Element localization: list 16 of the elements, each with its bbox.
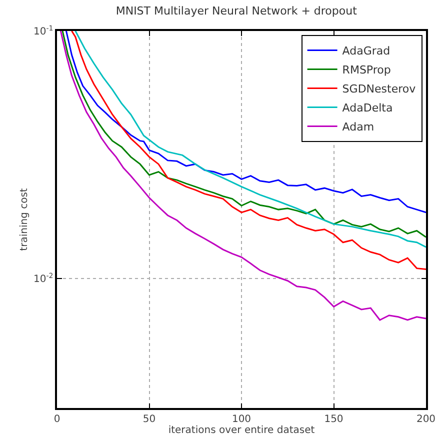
legend-label: AdaGrad — [342, 44, 390, 58]
x-tick-label: 100 — [232, 414, 252, 425]
y-tick-label: 10$^{-2}$ — [34, 272, 54, 286]
x-tick-label: 0 — [54, 414, 60, 425]
x-tick-label: 50 — [142, 414, 156, 425]
legend-label: AdaDelta — [342, 102, 393, 115]
legend-label: RMSProp — [342, 64, 391, 77]
y-tick-label: 10$^{-1}$ — [34, 24, 54, 38]
line-series — [60, 31, 426, 321]
x-tick-label: 200 — [416, 414, 436, 425]
legend-label: SGDNesterov — [342, 82, 416, 96]
legend-label: Adam — [342, 120, 374, 134]
x-tick-label: 150 — [324, 414, 344, 425]
x-axis-title: iterations over entire dataset — [168, 424, 315, 436]
y-axis-title: training cost — [19, 188, 30, 251]
chart-title: MNIST Multilayer Neural Network + dropout — [116, 4, 358, 18]
